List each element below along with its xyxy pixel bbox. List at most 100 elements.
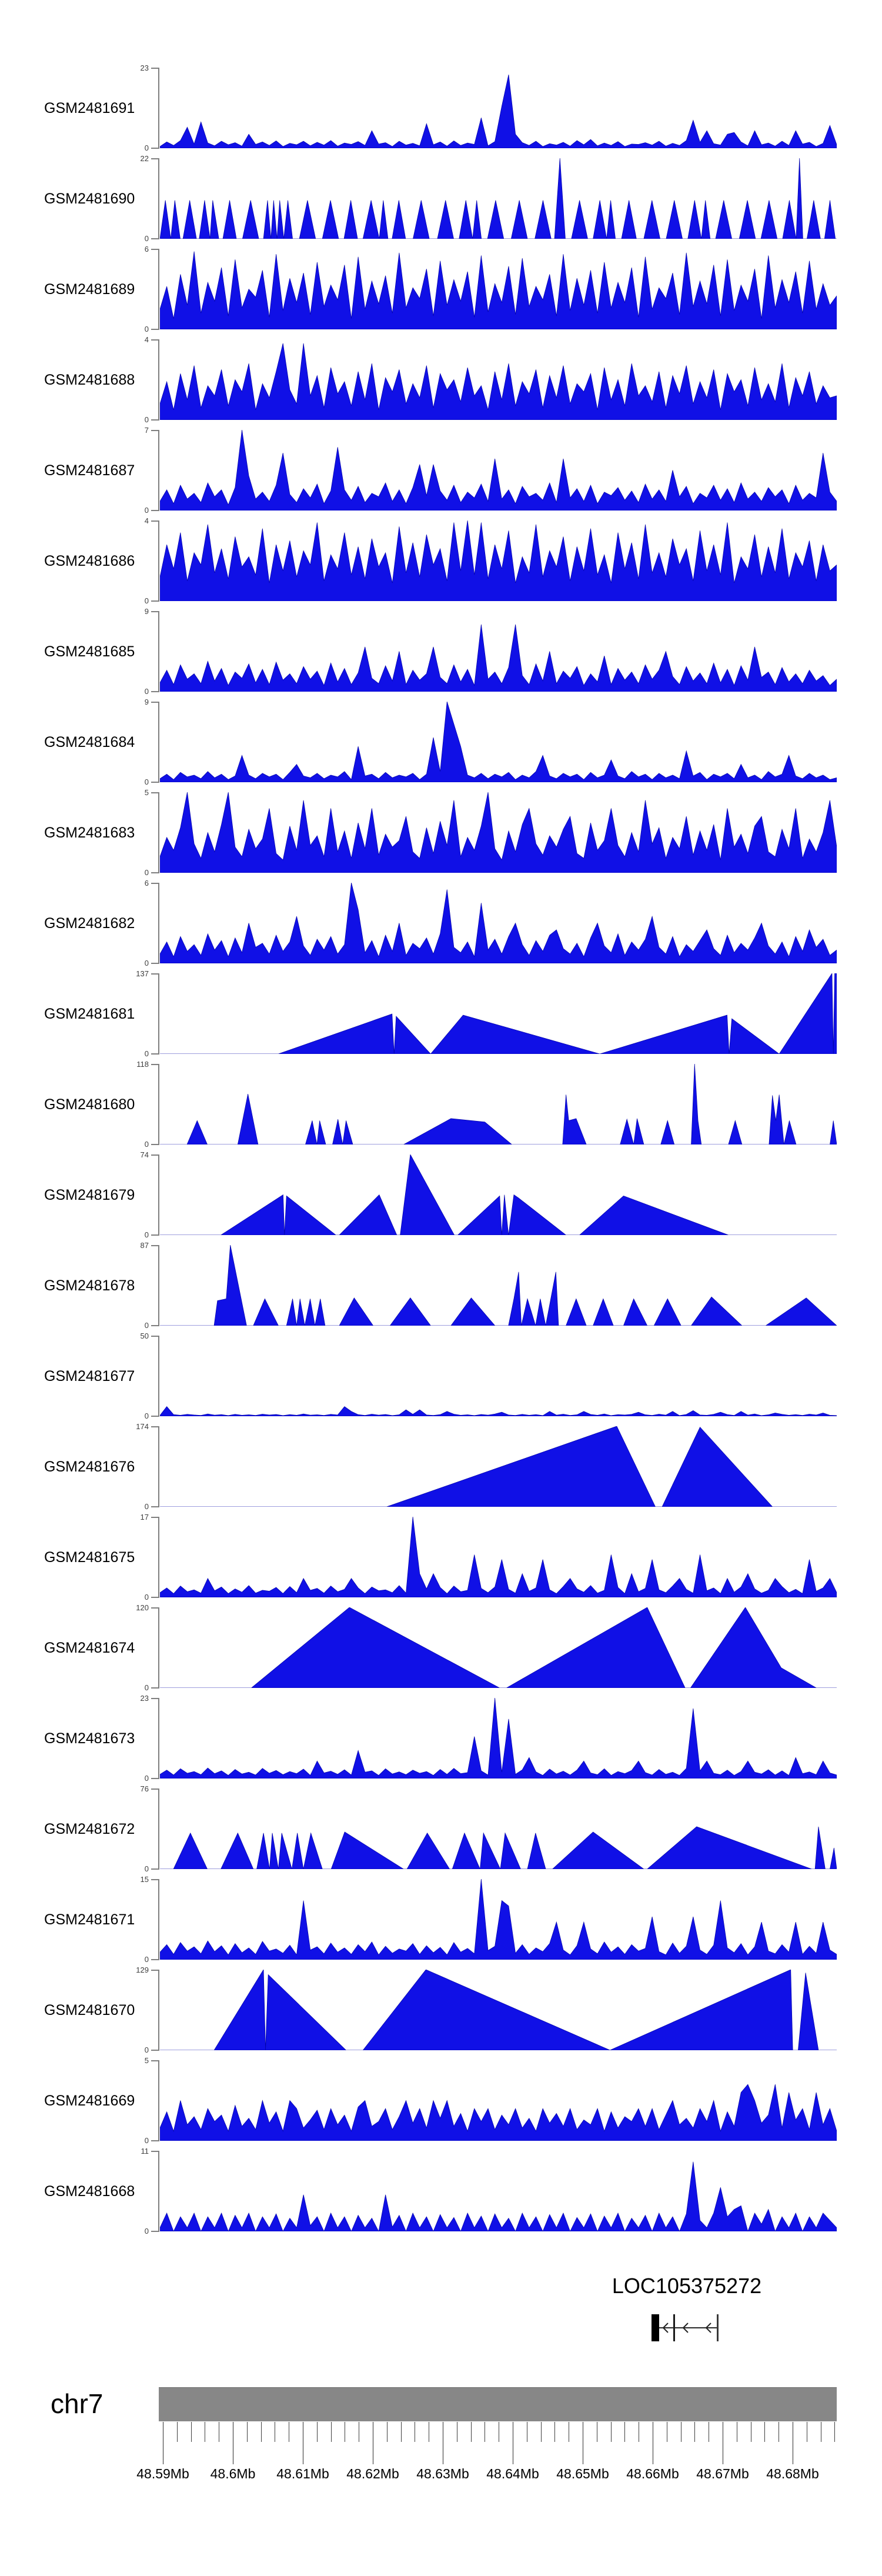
y-axis-zero-value: 0 [144,234,149,243]
y-axis-zero-value: 0 [144,959,149,967]
y-axis-tick [151,249,159,250]
track-label: GSM2481675 [44,1549,135,1566]
y-axis-zero-value: 0 [144,325,149,333]
y-axis-max-value: 4 [144,516,149,525]
ruler-minor-tick [191,2422,192,2442]
ruler-minor-tick [540,2422,542,2442]
y-axis-tick [151,68,159,69]
y-axis-max-value: 118 [136,1060,149,1069]
y-axis-tick [151,1154,159,1156]
track-row: GSM2481676 174 0 [0,1422,882,1511]
gene-exon-bar [673,2314,675,2341]
signal-area-plot [160,1064,837,1144]
track-label: GSM2481684 [44,733,135,750]
track-row: GSM2481674 120 0 [0,1603,882,1692]
y-axis-line [158,702,159,783]
signal-area-plot [160,68,837,148]
ruler-minor-tick [246,2422,248,2442]
y-axis-max-value: 137 [136,969,149,978]
track-row: GSM2481686 4 0 [0,516,882,605]
track-label: GSM2481676 [44,1458,135,1475]
strand-arrow-icon [662,2323,669,2333]
track-row: GSM2481689 6 0 [0,245,882,333]
track-row: GSM2481668 11 0 [0,2147,882,2235]
signal-area-plot [160,430,837,510]
track-label: GSM2481682 [44,915,135,932]
signal-area-plot [160,1336,837,1416]
y-axis-max-value: 4 [144,335,149,344]
y-axis-line [158,1698,159,1779]
signal-area-plot [160,1970,837,2050]
y-axis-zero-value: 0 [144,1502,149,1511]
y-axis-zero-value: 0 [144,2046,149,2054]
track-label: GSM2481668 [44,2183,135,2200]
y-axis-zero-value: 0 [144,1140,149,1149]
track-row: GSM2481682 6 0 [0,879,882,967]
track-label: GSM2481670 [44,2001,135,2018]
ruler-minor-tick [330,2422,332,2442]
y-axis-line [158,1245,159,1326]
signal-area-plot [160,1879,837,1960]
y-axis-tick [151,510,159,511]
ruler-tick-label: 48.6Mb [210,2466,256,2481]
track-row: GSM2481673 23 0 [0,1694,882,1783]
y-axis-line [158,973,159,1055]
y-axis-zero-value: 0 [144,1321,149,1330]
track-row: GSM2481679 74 0 [0,1150,882,1239]
track-label: GSM2481672 [44,1820,135,1837]
y-axis-zero-value: 0 [144,1593,149,1601]
chromosome-label: chr7 [51,2388,103,2419]
signal-area-plot [160,611,837,692]
y-axis-line [158,611,159,692]
track-row: GSM2481684 9 0 [0,698,882,786]
y-axis-tick [151,2140,159,2141]
signal-area-plot [160,1698,837,1778]
y-axis-zero-value: 0 [144,1864,149,1873]
signal-area-plot [160,1607,837,1688]
signal-area-plot [160,1245,837,1326]
signal-area-plot [160,792,837,873]
y-axis-max-value: 87 [140,1241,149,1250]
y-axis-zero-value: 0 [144,1230,149,1239]
y-axis-max-value: 174 [136,1422,149,1431]
y-axis-tick [151,1426,159,1427]
y-axis-tick [151,238,159,239]
ruler-tick-label: 48.68Mb [766,2466,819,2481]
track-row: GSM2481672 76 0 [0,1784,882,1873]
y-axis-zero-value: 0 [144,144,149,152]
y-axis-tick [151,1416,159,1417]
y-axis-tick [151,600,159,602]
y-axis-tick [151,158,159,159]
signal-area-plot [160,1154,837,1235]
track-row: GSM2481681 137 0 [0,969,882,1058]
signal-area-plot [160,1788,837,1869]
y-axis-line [158,883,159,964]
y-axis-zero-value: 0 [144,1683,149,1692]
y-axis-tick [151,691,159,692]
ruler-tick-label: 48.64Mb [486,2466,539,2481]
y-axis-line [158,792,159,873]
y-axis-tick [151,1506,159,1507]
strand-arrow-icon [705,2323,711,2333]
y-axis-line [158,1154,159,1236]
y-axis-line [158,1064,159,1145]
track-label: GSM2481688 [44,371,135,388]
y-axis-zero-value: 0 [144,596,149,605]
signal-area-plot [160,883,837,963]
y-axis-tick [151,1064,159,1065]
y-axis-line [158,158,159,239]
track-label: GSM2481677 [44,1367,135,1384]
y-axis-line [158,1970,159,2051]
y-axis-max-value: 76 [140,1784,149,1793]
y-axis-max-value: 9 [144,607,149,616]
y-axis-tick [151,1607,159,1609]
signal-area-plot [160,339,837,420]
y-axis-max-value: 50 [140,1332,149,1340]
ruler-minor-tick [316,2422,318,2442]
y-axis-max-value: 74 [140,1150,149,1159]
track-row: GSM2481687 7 0 [0,426,882,515]
y-axis-tick [151,1788,159,1790]
y-axis-max-value: 7 [144,426,149,435]
gene-end-bar [717,2314,719,2341]
y-axis-line [158,1788,159,1870]
